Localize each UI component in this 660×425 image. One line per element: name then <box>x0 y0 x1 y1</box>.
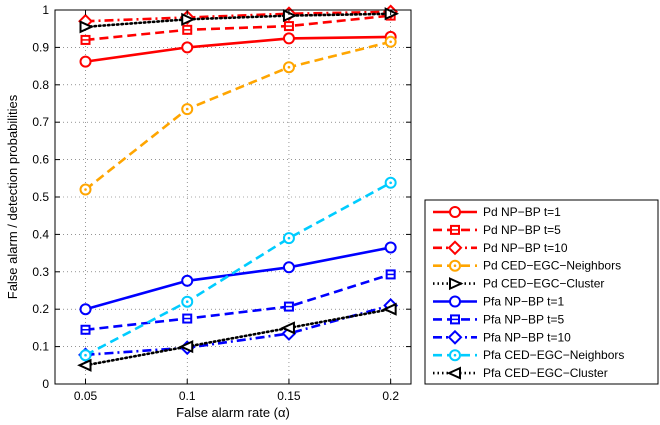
series-line <box>85 35 391 63</box>
legend-entry: Pfa CED−EGC−Neighbors <box>433 348 624 362</box>
series-group <box>79 30 397 68</box>
series-group <box>80 10 396 45</box>
series-point <box>449 206 461 218</box>
legend-entry: Pfa CED−EGC−Cluster <box>433 366 608 380</box>
legend-entry: Pd NP−BP t=5 <box>433 223 561 237</box>
grid-lines <box>55 10 411 384</box>
y-tick-label: 0.3 <box>32 265 49 279</box>
series-point-center <box>84 188 87 191</box>
series-group <box>79 35 397 196</box>
series-group <box>80 269 396 335</box>
series-point <box>178 340 194 354</box>
series-line <box>84 181 392 357</box>
series-point-center <box>389 40 392 44</box>
legend-label: Pd NP−BP t=10 <box>483 241 568 255</box>
legend-label: Pd CED−EGC−Cluster <box>483 277 604 291</box>
legend-label: Pd NP−BP t=5 <box>483 223 561 237</box>
legend-entry: Pd NP−BP t=1 <box>433 205 561 219</box>
series-point <box>77 358 92 372</box>
legend-label: Pfa CED−EGC−Cluster <box>483 366 608 380</box>
series-point-center <box>287 236 291 240</box>
x-tick-label: 0.2 <box>382 389 399 403</box>
y-axis-label: False alarm / detection probabilities <box>5 94 20 299</box>
series-group <box>79 176 397 362</box>
series-line <box>85 10 391 23</box>
series-point <box>181 41 194 54</box>
series-point <box>181 274 194 287</box>
y-tick-label: 0.5 <box>32 190 49 204</box>
series-point-center <box>389 181 392 185</box>
series-point <box>382 302 397 316</box>
y-tick-label: 0 <box>42 377 49 391</box>
series-line <box>84 40 391 191</box>
series-point-center <box>453 264 457 268</box>
series-line <box>84 12 392 29</box>
y-tick-label: 0.9 <box>32 40 49 54</box>
legend: Pd NP−BP t=1 Pd NP−BP t=5 Pd NP−BP t=10 Pd … <box>424 199 659 385</box>
y-tick-label: 0.1 <box>32 340 49 354</box>
legend-entry: Pfa NP−BP t=5 <box>433 312 564 326</box>
series-group <box>79 241 397 316</box>
series-point <box>79 55 92 68</box>
series-point-center <box>185 300 189 304</box>
y-tick-label: 0.8 <box>32 78 49 92</box>
series-point-center <box>287 65 291 69</box>
series-point <box>282 32 295 45</box>
legend-label: Pfa NP−BP t=1 <box>483 295 564 309</box>
x-tick-label: 0.1 <box>179 389 196 403</box>
x-tick-label: 0.15 <box>277 389 301 403</box>
legend-label: Pd CED−EGC−Neighbors <box>483 259 621 273</box>
x-axis-label: False alarm rate (α) <box>176 405 290 420</box>
series-point <box>446 366 461 380</box>
legend-entry: Pd CED−EGC−Neighbors <box>433 259 621 273</box>
x-tick-label: 0.05 <box>74 389 98 403</box>
legend-label: Pfa NP−BP t=5 <box>483 312 564 326</box>
series-point <box>282 261 295 274</box>
series-point <box>447 329 463 345</box>
series-point-center <box>453 353 457 357</box>
series-point <box>79 303 92 316</box>
series-point <box>447 240 463 256</box>
legend-label: Pd NP−BP t=1 <box>483 205 561 219</box>
series-group <box>77 302 397 372</box>
series-group <box>78 298 399 363</box>
series-point-center <box>84 353 87 357</box>
y-tick-label: 0.2 <box>32 302 49 316</box>
series-point <box>449 295 461 308</box>
series-point <box>280 321 295 335</box>
series-point <box>181 12 196 26</box>
legend-entry: Pfa NP−BP t=10 <box>433 329 571 345</box>
series-line <box>84 307 392 367</box>
series-group <box>79 7 400 34</box>
series-point <box>79 20 94 34</box>
series-point <box>384 241 397 254</box>
axis-ticks: 0.05 0.1 0.15 0.2 0 0.1 0.2 0.3 0.4 0.5 0.6 0.7 0.8 0… <box>32 3 411 403</box>
legend-label: Pfa CED−EGC−Neighbors <box>483 348 624 362</box>
legend-entry: Pd NP−BP t=10 <box>433 240 568 256</box>
series-point-center <box>185 107 189 111</box>
y-tick-label: 0.4 <box>32 227 49 241</box>
series-line <box>85 304 392 357</box>
legend-label: Pfa NP−BP t=10 <box>483 330 571 344</box>
series-line <box>85 14 391 42</box>
series-line <box>85 273 392 332</box>
legend-entry: Pd CED−EGC−Cluster <box>433 277 604 291</box>
legend-entry: Pfa NP−BP t=1 <box>433 295 564 309</box>
y-tick-label: 1 <box>42 3 49 17</box>
series-layer <box>77 4 400 372</box>
y-tick-label: 0.6 <box>32 153 49 167</box>
series-point <box>449 277 464 291</box>
y-tick-label: 0.7 <box>32 115 49 129</box>
series-line <box>85 246 391 311</box>
